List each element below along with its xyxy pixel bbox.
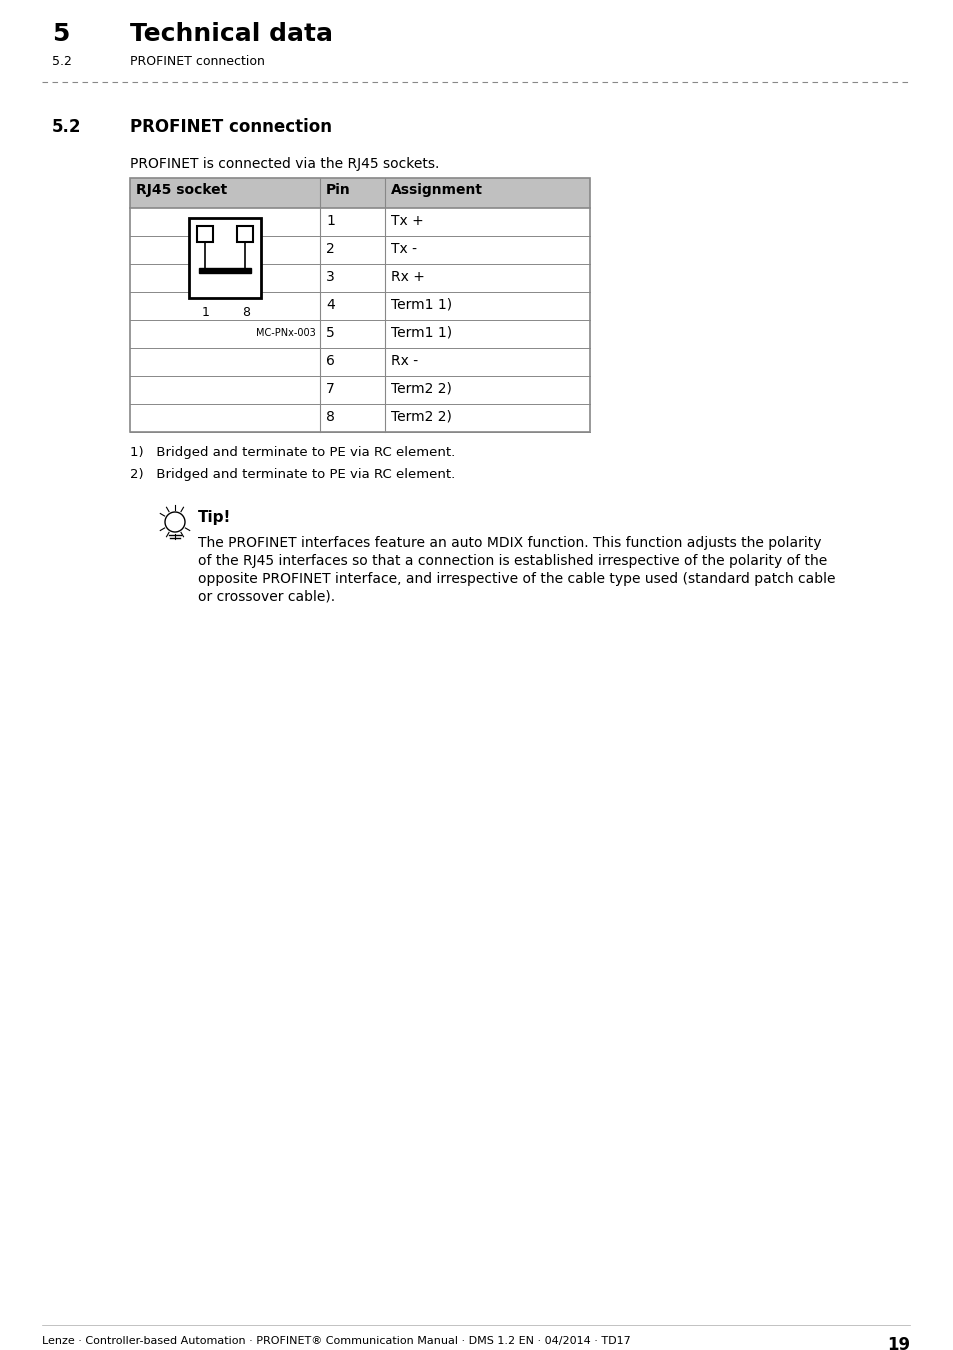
- Text: Term1 1): Term1 1): [391, 298, 452, 312]
- Text: 1: 1: [326, 215, 335, 228]
- Text: 5.2: 5.2: [52, 117, 81, 136]
- Bar: [236, 225, 253, 242]
- Text: 5: 5: [52, 22, 70, 46]
- Text: Lenze · Controller-based Automation · PROFINET® Communication Manual · DMS 1.2 E: Lenze · Controller-based Automation · PR…: [42, 1336, 630, 1346]
- Bar: [130, 178, 589, 432]
- Text: 8: 8: [326, 410, 335, 424]
- Text: The PROFINET interfaces feature an auto MDIX function. This function adjusts the: The PROFINET interfaces feature an auto …: [198, 536, 821, 549]
- Bar: [199, 269, 251, 273]
- Text: Rx -: Rx -: [391, 354, 417, 369]
- Text: 19: 19: [886, 1336, 909, 1350]
- Text: RJ45 socket: RJ45 socket: [136, 184, 227, 197]
- Text: 5.2: 5.2: [52, 55, 71, 68]
- Text: 2)   Bridged and terminate to PE via RC element.: 2) Bridged and terminate to PE via RC el…: [130, 468, 455, 481]
- Text: 6: 6: [326, 354, 335, 369]
- Text: Term1 1): Term1 1): [391, 325, 452, 340]
- Text: 5: 5: [326, 325, 335, 340]
- Bar: [196, 225, 213, 242]
- Text: 1)   Bridged and terminate to PE via RC element.: 1) Bridged and terminate to PE via RC el…: [130, 446, 455, 459]
- Text: PROFINET is connected via the RJ45 sockets.: PROFINET is connected via the RJ45 socke…: [130, 157, 439, 171]
- Text: MC-PNx-003: MC-PNx-003: [256, 328, 315, 338]
- Text: 4: 4: [326, 298, 335, 312]
- Text: Term2 2): Term2 2): [391, 410, 452, 424]
- Text: Term2 2): Term2 2): [391, 382, 452, 396]
- Text: PROFINET connection: PROFINET connection: [130, 117, 332, 136]
- Text: Tx +: Tx +: [391, 215, 423, 228]
- Text: 2: 2: [326, 242, 335, 256]
- Text: Rx +: Rx +: [391, 270, 424, 284]
- Text: Assignment: Assignment: [391, 184, 482, 197]
- Text: 7: 7: [326, 382, 335, 396]
- Text: 8: 8: [242, 306, 250, 319]
- Text: Pin: Pin: [326, 184, 351, 197]
- Text: 3: 3: [326, 270, 335, 284]
- Text: PROFINET connection: PROFINET connection: [130, 55, 265, 68]
- Text: 1: 1: [202, 306, 210, 319]
- Text: Tip!: Tip!: [198, 510, 232, 525]
- Text: Tx -: Tx -: [391, 242, 416, 256]
- Text: Technical data: Technical data: [130, 22, 333, 46]
- Text: of the RJ45 interfaces so that a connection is established irrespective of the p: of the RJ45 interfaces so that a connect…: [198, 554, 826, 568]
- Bar: [130, 178, 589, 208]
- Text: or crossover cable).: or crossover cable).: [198, 590, 335, 603]
- Text: opposite PROFINET interface, and irrespective of the cable type used (standard p: opposite PROFINET interface, and irrespe…: [198, 572, 835, 586]
- Bar: [189, 217, 261, 298]
